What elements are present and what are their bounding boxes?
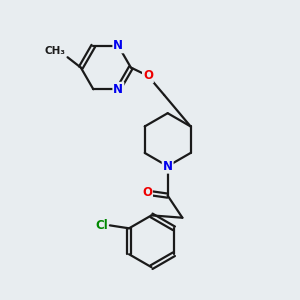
Text: N: N [113,39,123,52]
Text: O: O [142,186,152,199]
Text: N: N [113,83,123,96]
Text: CH₃: CH₃ [44,46,65,56]
Text: N: N [163,160,173,173]
Text: O: O [143,69,153,82]
Text: Cl: Cl [96,219,108,232]
